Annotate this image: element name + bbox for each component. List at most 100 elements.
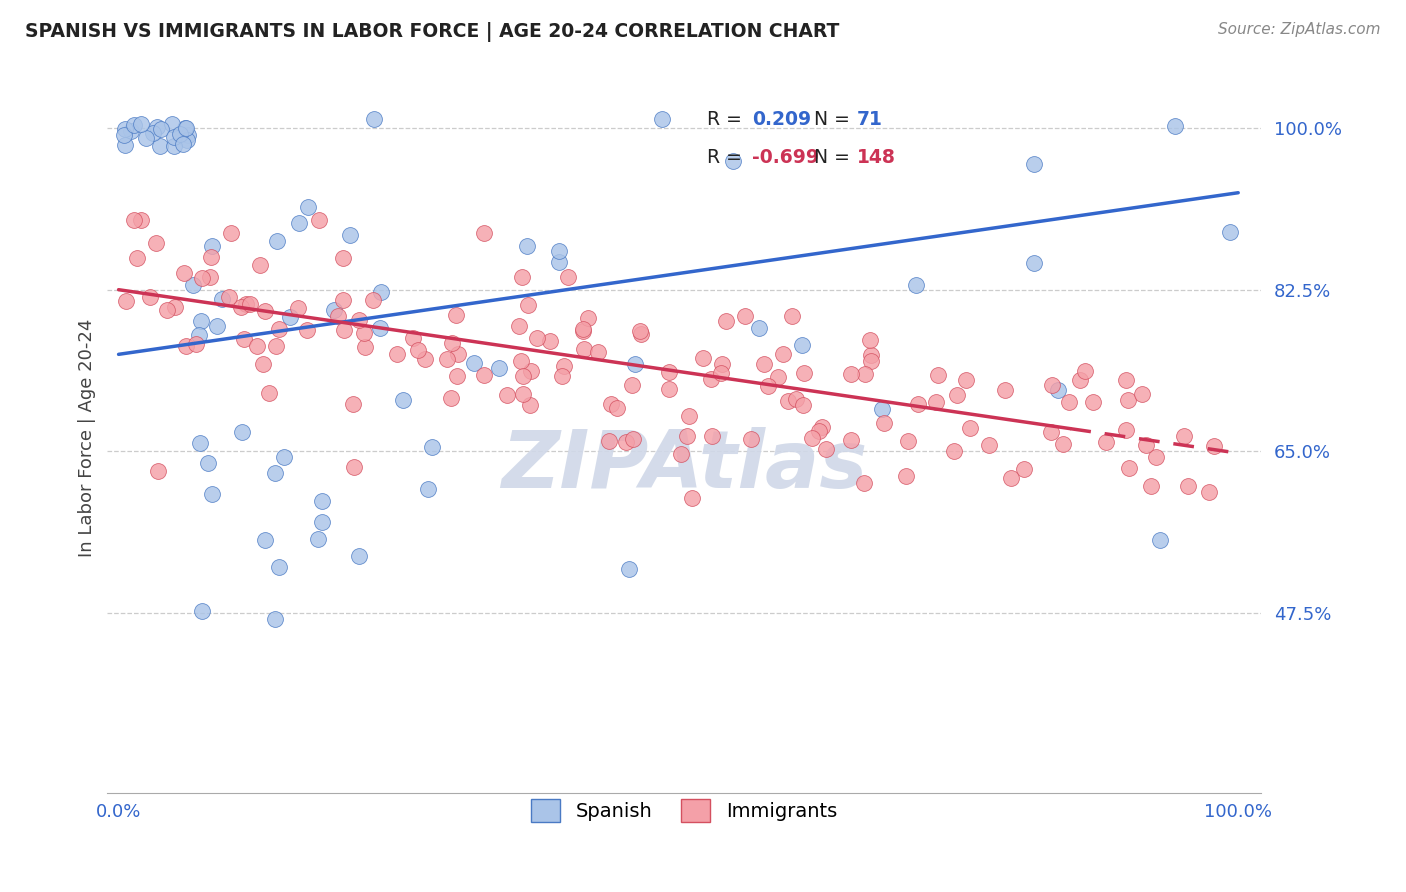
Point <box>700 429 723 443</box>
Point <box>859 348 882 362</box>
Point <box>1219 225 1241 239</box>
Text: R =: R = <box>707 148 748 167</box>
Point <box>754 357 776 371</box>
Point <box>156 302 179 317</box>
Point <box>628 324 651 338</box>
Text: N =: N = <box>814 110 856 128</box>
Point <box>516 239 538 253</box>
Point <box>1130 387 1153 401</box>
Point <box>115 294 138 309</box>
Point <box>311 515 333 529</box>
Point <box>413 351 436 366</box>
Point <box>860 354 883 368</box>
Point <box>333 323 356 337</box>
Point <box>977 438 1000 452</box>
Point <box>927 368 949 382</box>
Point <box>710 357 733 371</box>
Point <box>870 402 893 417</box>
Point <box>907 397 929 411</box>
Point <box>1040 378 1063 392</box>
Point <box>142 127 165 141</box>
Point <box>201 487 224 501</box>
Point <box>174 120 197 135</box>
Point <box>572 322 595 336</box>
Point <box>1022 256 1045 270</box>
Point <box>793 366 815 380</box>
Point <box>401 331 423 345</box>
Text: 148: 148 <box>858 148 896 167</box>
Point <box>176 133 198 147</box>
Point <box>814 442 837 457</box>
Point <box>853 368 876 382</box>
Point <box>254 303 277 318</box>
Point <box>368 321 391 335</box>
Point <box>163 139 186 153</box>
Point <box>174 339 197 353</box>
Point <box>297 200 319 214</box>
Point <box>190 604 212 618</box>
Point <box>353 339 375 353</box>
Point <box>578 311 600 326</box>
Point <box>512 387 534 401</box>
Point <box>517 298 540 312</box>
Point <box>1012 461 1035 475</box>
Point <box>322 303 344 318</box>
Point <box>557 269 579 284</box>
Point <box>1116 393 1139 408</box>
Point <box>232 332 254 346</box>
Point <box>288 216 311 230</box>
Text: R =: R = <box>707 110 748 128</box>
Point <box>174 120 197 135</box>
Point <box>447 346 470 360</box>
Point <box>780 310 803 324</box>
Point <box>955 373 977 387</box>
Point <box>1198 485 1220 500</box>
Point <box>620 378 643 392</box>
Point <box>267 322 290 336</box>
Point <box>150 121 173 136</box>
Point <box>264 339 287 353</box>
Point <box>651 112 673 126</box>
Point <box>571 325 593 339</box>
Point <box>658 382 681 396</box>
Point <box>572 342 595 356</box>
Point <box>509 353 531 368</box>
Point <box>332 293 354 307</box>
Point <box>218 290 240 304</box>
Point <box>1052 437 1074 451</box>
Point <box>169 128 191 142</box>
Point <box>249 259 271 273</box>
Point <box>474 368 496 382</box>
Point <box>801 431 824 445</box>
Point <box>190 314 212 328</box>
Point <box>1022 156 1045 170</box>
Point <box>548 244 571 258</box>
Point <box>839 433 862 447</box>
Point <box>177 128 200 143</box>
Point <box>114 138 136 153</box>
Text: 71: 71 <box>858 110 883 128</box>
Point <box>172 137 194 152</box>
Point <box>436 351 458 366</box>
Point <box>311 494 333 508</box>
Point <box>792 338 814 352</box>
Point <box>808 424 831 438</box>
Point <box>512 368 534 383</box>
Point <box>173 266 195 280</box>
Point <box>122 118 145 132</box>
Point <box>145 236 167 251</box>
Text: Source: ZipAtlas.com: Source: ZipAtlas.com <box>1218 22 1381 37</box>
Point <box>897 434 920 448</box>
Point <box>385 347 408 361</box>
Point <box>678 409 700 423</box>
Point <box>658 365 681 379</box>
Point <box>1149 533 1171 548</box>
Point <box>1164 119 1187 133</box>
Point <box>246 339 269 353</box>
Point <box>606 401 628 416</box>
Point <box>1118 461 1140 475</box>
Point <box>129 213 152 227</box>
Point <box>547 254 569 268</box>
Point <box>264 466 287 480</box>
Point <box>526 331 548 345</box>
